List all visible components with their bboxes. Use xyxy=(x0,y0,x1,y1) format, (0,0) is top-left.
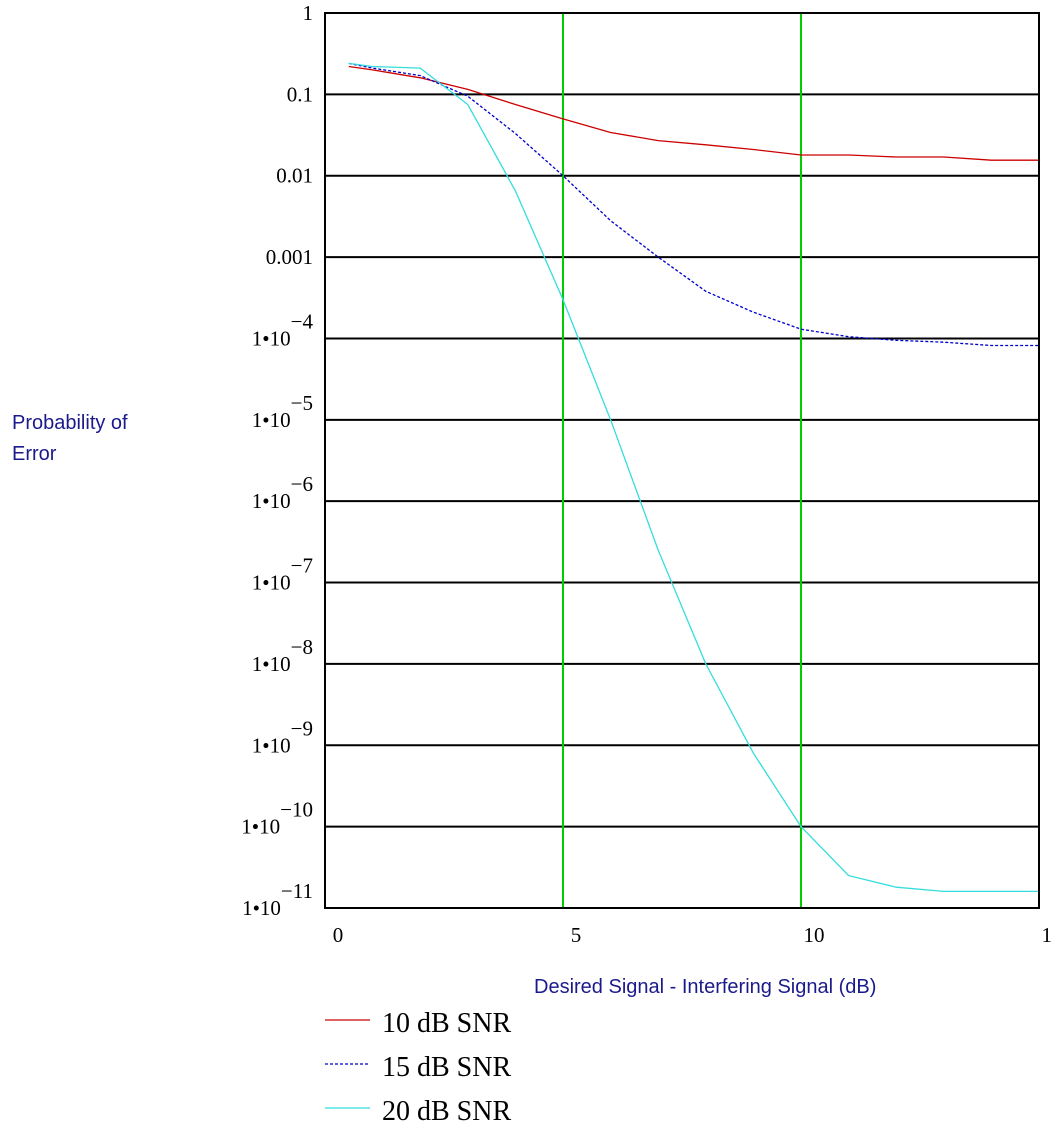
series-line-2 xyxy=(348,62,1039,893)
y-tick-labels: 1 0.1 0.01 0.001 1•10−4 1•10−5 1•10−6 1•10−7 1•1… xyxy=(241,1,313,920)
y-axis-title-line1: Probability of xyxy=(12,412,128,434)
y-tick-label-0: 1 xyxy=(303,1,314,25)
y-tick-label-6: 1•10−6 xyxy=(252,472,313,513)
y-tick-label-10: 1•10−10 xyxy=(241,798,313,839)
series-lines xyxy=(348,62,1039,893)
y-tick-label-9: 1•10−9 xyxy=(252,716,313,757)
y-tick-label-7: 1•10−7 xyxy=(252,554,313,595)
grid-lines xyxy=(325,12,1039,909)
y-tick-label-11: 1•10−11 xyxy=(242,879,313,920)
series-line-1 xyxy=(348,62,1039,347)
y-tick-label-1: 0.1 xyxy=(287,82,313,106)
y-tick-label-5: 1•10−5 xyxy=(252,391,313,432)
series-line-0 xyxy=(348,65,1039,161)
legend-label-1: 15 dB SNR xyxy=(382,1052,511,1083)
y-tick-label-2: 0.01 xyxy=(276,164,313,188)
legend: 10 dB SNR 15 dB SNR 20 dB SNR xyxy=(325,1008,511,1127)
y-tick-label-4: 1•10−4 xyxy=(252,309,314,350)
y-axis-title-line2: Error xyxy=(12,443,57,465)
x-tick-label-0: 0 xyxy=(333,923,344,947)
x-tick-label-1: 5 xyxy=(571,923,582,947)
vertical-markers xyxy=(562,13,802,908)
y-tick-label-8: 1•10−8 xyxy=(252,635,313,676)
legend-label-2: 20 dB SNR xyxy=(382,1096,511,1127)
legend-label-0: 10 dB SNR xyxy=(382,1008,511,1039)
x-tick-label-2: 10 xyxy=(804,923,825,947)
x-tick-label-3: 15 xyxy=(1042,923,1051,947)
x-tick-labels: 0 5 10 15 xyxy=(333,923,1051,947)
x-axis-title: Desired Signal - Interfering Signal (dB) xyxy=(534,976,876,998)
plot-frame xyxy=(324,12,1040,909)
y-tick-label-3: 0.001 xyxy=(266,245,313,269)
